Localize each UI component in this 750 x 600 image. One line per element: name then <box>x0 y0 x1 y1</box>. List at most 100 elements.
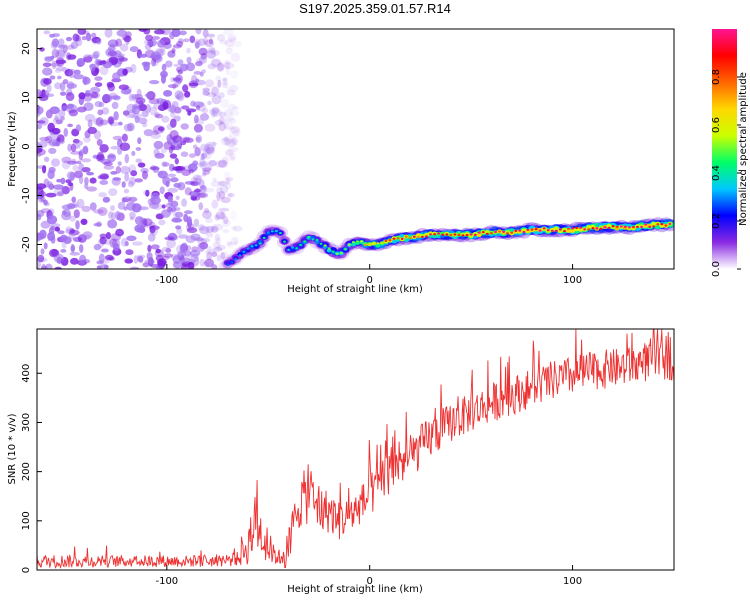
noise-blob <box>199 157 206 167</box>
ridge-segment <box>310 235 316 240</box>
noise-blob <box>81 36 87 41</box>
noise-blob <box>160 147 167 154</box>
noise-blob <box>103 164 115 170</box>
noise-blob <box>190 181 200 187</box>
snr-panel: -100 0 100 0 100 200 300 400 Height of straigh… <box>7 328 675 595</box>
noise-blob <box>167 173 176 178</box>
noise-blob <box>97 207 108 216</box>
ridge-segment <box>615 225 619 228</box>
ridge-segment <box>562 227 567 232</box>
noise-blob <box>94 101 103 108</box>
noise-blob <box>225 47 233 55</box>
noise-blob <box>204 258 215 268</box>
noise-blob <box>224 61 231 70</box>
noise-blob <box>90 91 99 99</box>
noise-blob <box>193 101 205 108</box>
noise-blob <box>50 236 56 244</box>
noise-blob <box>230 126 240 134</box>
ridge-segment <box>490 232 493 235</box>
noise-blob <box>194 114 199 124</box>
noise-blob <box>82 145 89 155</box>
noise-blob <box>212 241 221 249</box>
noise-blob <box>95 117 104 127</box>
noise-blob <box>123 35 132 43</box>
noise-blob <box>102 196 111 203</box>
noise-blob <box>182 84 189 93</box>
noise-blob <box>51 141 60 146</box>
noise-blob <box>192 174 203 181</box>
noise-blob <box>170 118 177 128</box>
noise-blob <box>111 101 119 110</box>
noise-blob <box>55 59 67 65</box>
noise-blob <box>47 181 53 189</box>
noise-blob <box>44 201 50 207</box>
noise-blob <box>165 202 173 208</box>
ridge-segment <box>286 246 292 251</box>
noise-blob <box>43 30 51 35</box>
noise-blob <box>227 119 233 130</box>
noise-blob <box>220 211 225 221</box>
noise-blob <box>197 38 206 47</box>
ridge-segment <box>656 223 660 226</box>
noise-blob <box>57 230 65 235</box>
noise-blob <box>150 196 161 205</box>
noise-blob <box>223 59 232 65</box>
noise-blob <box>87 119 93 128</box>
noise-blob <box>114 210 121 221</box>
noise-blob <box>228 85 239 92</box>
noise-blob <box>161 115 170 123</box>
noise-blob <box>170 144 176 151</box>
noise-blob <box>218 116 225 125</box>
noise-blob <box>223 62 235 69</box>
noise-blob <box>161 209 171 218</box>
y-tick-label: -20 <box>21 236 32 252</box>
noise-blob <box>208 38 214 45</box>
ridge-segment <box>327 247 331 250</box>
noise-blob <box>49 33 55 38</box>
noise-blob <box>53 187 65 196</box>
noise-blob <box>41 263 47 269</box>
noise-blob <box>154 152 165 159</box>
noise-blob <box>201 152 208 159</box>
noise-blob <box>71 196 76 203</box>
noise-blob <box>120 43 129 52</box>
noise-blob <box>54 68 62 73</box>
noise-blob <box>94 58 100 69</box>
noise-blob <box>94 67 100 74</box>
noise-blob <box>207 100 212 106</box>
noise-blob <box>75 124 82 132</box>
noise-blob <box>166 134 173 143</box>
noise-blob <box>194 147 201 157</box>
noise-blob <box>46 215 58 225</box>
noise-blob <box>202 29 209 38</box>
noise-blob <box>66 44 75 50</box>
noise-blob <box>200 184 207 193</box>
ridge-segment <box>303 240 307 243</box>
noise-blob <box>153 140 164 150</box>
noise-blob <box>46 84 52 93</box>
noise-blob <box>223 116 235 121</box>
ridge-segment <box>586 225 592 230</box>
noise-blob <box>70 257 79 265</box>
noise-blob <box>76 59 84 68</box>
noise-blob <box>55 66 67 71</box>
ridge-segment <box>494 230 497 234</box>
ridge-segment <box>376 242 380 245</box>
noise-blob <box>162 101 169 110</box>
noise-blob <box>146 252 153 261</box>
noise-blob <box>107 116 115 125</box>
y-tick-label: 0 <box>21 143 32 149</box>
noise-blob <box>161 63 167 72</box>
ridge-segment <box>344 248 347 251</box>
ridge-segment <box>611 225 615 228</box>
noise-blob <box>195 61 203 67</box>
noise-blob <box>105 232 111 240</box>
noise-blob <box>174 90 184 100</box>
noise-blob <box>204 123 216 132</box>
heatmap-x-axis-label: Height of straight line (km) <box>287 284 423 295</box>
noise-blob <box>149 80 160 85</box>
ridge-segment <box>314 239 320 244</box>
noise-blob <box>129 216 134 221</box>
noise-blob <box>182 165 193 172</box>
noise-blob <box>180 123 189 130</box>
